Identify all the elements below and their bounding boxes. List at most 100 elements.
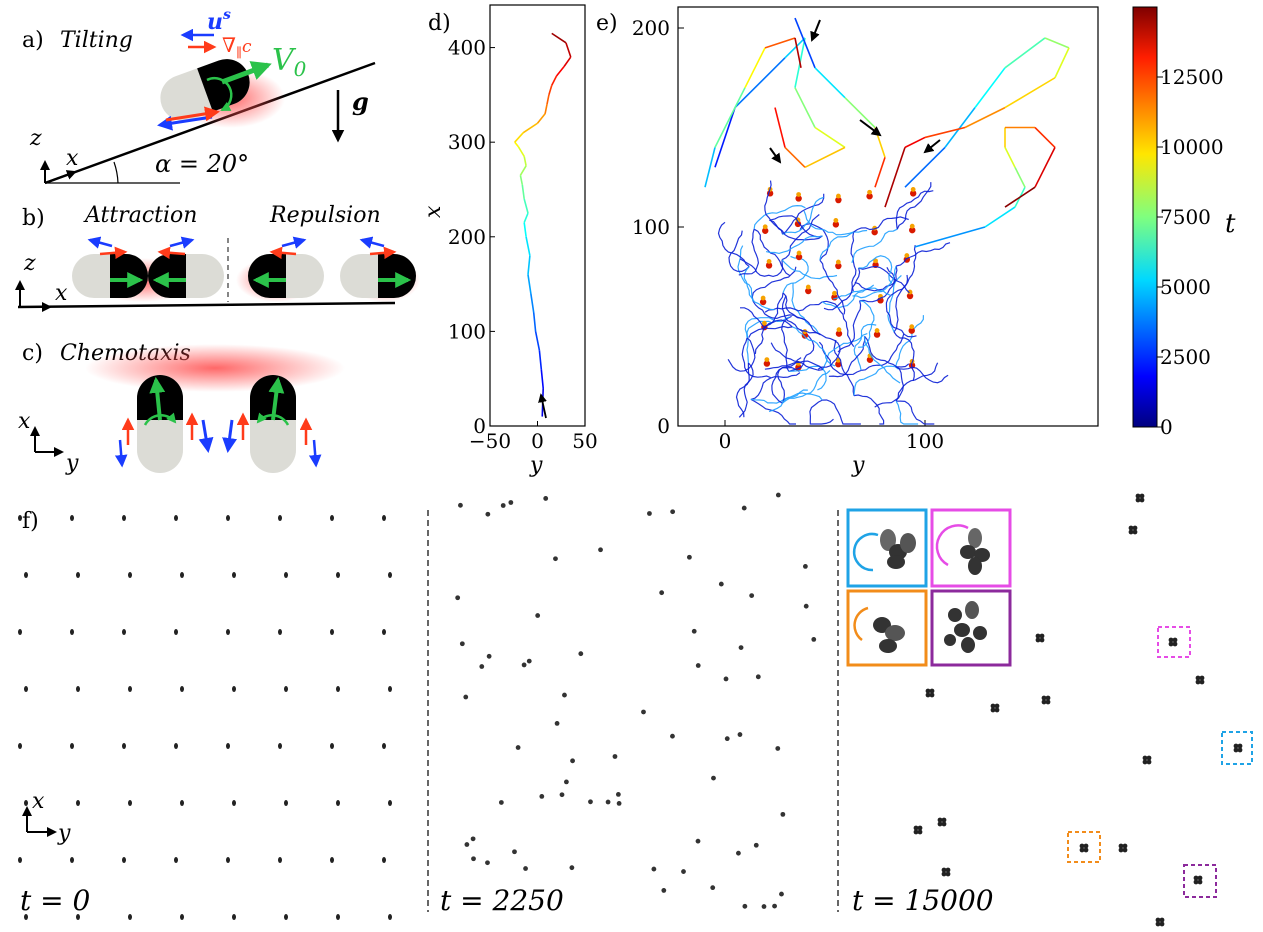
cluster-particle xyxy=(1142,755,1148,761)
cluster-end xyxy=(873,331,881,338)
cluster-particle xyxy=(1135,493,1141,499)
colorbar-label: t xyxy=(1225,209,1236,239)
cluster-end xyxy=(866,356,874,363)
trajectory-segment xyxy=(565,42,572,58)
panel-a-title: Tilting xyxy=(60,28,133,53)
particle xyxy=(330,857,334,863)
trajectory-segment xyxy=(548,85,553,96)
cluster-particle xyxy=(941,817,947,823)
trajectory xyxy=(853,365,899,396)
alpha-label: α = 20° xyxy=(155,150,249,178)
particle xyxy=(464,842,470,847)
trajectory xyxy=(746,320,773,363)
particle xyxy=(772,903,777,909)
trajectory-segment xyxy=(540,369,544,389)
trajectory xyxy=(770,342,824,371)
cluster-end xyxy=(906,292,914,300)
cluster-particle xyxy=(1139,497,1145,503)
x-label-c: x xyxy=(18,409,31,434)
trajectory xyxy=(728,230,750,273)
particle xyxy=(775,746,781,751)
particle-snapshots xyxy=(18,492,1243,927)
trajectory xyxy=(853,323,877,371)
particle xyxy=(711,775,716,781)
cluster-particle xyxy=(990,707,996,713)
cluster-particle xyxy=(937,817,943,823)
trajectory xyxy=(887,274,902,333)
particle xyxy=(659,590,665,596)
particle xyxy=(388,572,392,578)
trajectory xyxy=(858,255,893,284)
cluster-mid xyxy=(874,328,880,333)
long-trajectory xyxy=(904,136,926,149)
trajectory xyxy=(777,357,802,404)
long-trajectory xyxy=(904,146,946,188)
trajectory-segment xyxy=(517,146,525,157)
cluster-particle xyxy=(941,821,947,827)
rotation-ccw-icon xyxy=(852,532,879,572)
y-label-c: y xyxy=(65,451,79,476)
cluster-particle xyxy=(1199,675,1205,681)
cluster-mid xyxy=(907,289,913,295)
cluster-mid xyxy=(760,295,766,301)
particle xyxy=(24,914,28,920)
highlight-orange xyxy=(1067,831,1101,863)
us-b4 xyxy=(359,236,385,249)
cluster-end xyxy=(795,253,803,261)
plot-d-xlabel: y xyxy=(529,453,543,478)
particle xyxy=(737,732,743,737)
z-label-b: z xyxy=(23,251,36,276)
particle xyxy=(284,800,288,806)
trajectory-segment xyxy=(527,274,532,294)
particle xyxy=(70,857,74,863)
particle xyxy=(24,686,28,692)
long-trajectory xyxy=(1044,37,1070,49)
particle xyxy=(388,800,392,806)
trajectory xyxy=(837,300,862,353)
particle xyxy=(284,914,288,920)
trajectory xyxy=(818,341,862,376)
cluster-particle xyxy=(1039,633,1045,639)
time-label-2250: t = 2250 xyxy=(440,884,564,917)
cluster-particle xyxy=(929,688,935,694)
grad-b1 xyxy=(99,246,128,260)
direction-arrow xyxy=(810,19,821,42)
x-label-f: x xyxy=(32,789,45,814)
trajectory xyxy=(782,370,831,404)
tick-label: −50 xyxy=(469,429,511,453)
particle xyxy=(670,509,676,515)
cluster-particle xyxy=(1159,921,1165,927)
long-trajectory xyxy=(804,146,846,169)
trajectory xyxy=(753,204,806,230)
trajectory xyxy=(727,337,756,372)
particle xyxy=(336,800,340,806)
long-trajectory xyxy=(884,147,906,208)
tick-label: 12500 xyxy=(1160,65,1224,89)
particle xyxy=(470,836,476,842)
cluster-particle xyxy=(1168,637,1174,643)
cluster-end xyxy=(795,195,802,202)
time-label-15000: t = 15000 xyxy=(852,884,994,917)
cluster-particle xyxy=(913,829,919,835)
long-trajectory xyxy=(814,67,846,99)
trajectory-segment xyxy=(522,122,538,134)
long-trajectory xyxy=(1004,77,1056,109)
ground-line xyxy=(17,301,396,309)
particle xyxy=(24,800,28,806)
particle xyxy=(562,692,567,698)
particle-b1 xyxy=(72,254,148,298)
long-trajectory xyxy=(794,17,816,69)
particle xyxy=(479,664,485,669)
long-trajectory xyxy=(1004,37,1046,69)
rotation-arrow xyxy=(206,77,233,112)
cluster-particle xyxy=(1233,743,1239,749)
cluster-particle xyxy=(994,707,1000,713)
particle xyxy=(578,651,584,657)
particle-cap xyxy=(197,59,250,112)
cluster-particle xyxy=(925,688,931,694)
tick-label: 0 xyxy=(719,429,732,453)
cluster-particle xyxy=(917,825,923,831)
cluster-end xyxy=(765,262,773,269)
long-trajectory xyxy=(1004,147,1016,168)
particle xyxy=(226,629,230,635)
